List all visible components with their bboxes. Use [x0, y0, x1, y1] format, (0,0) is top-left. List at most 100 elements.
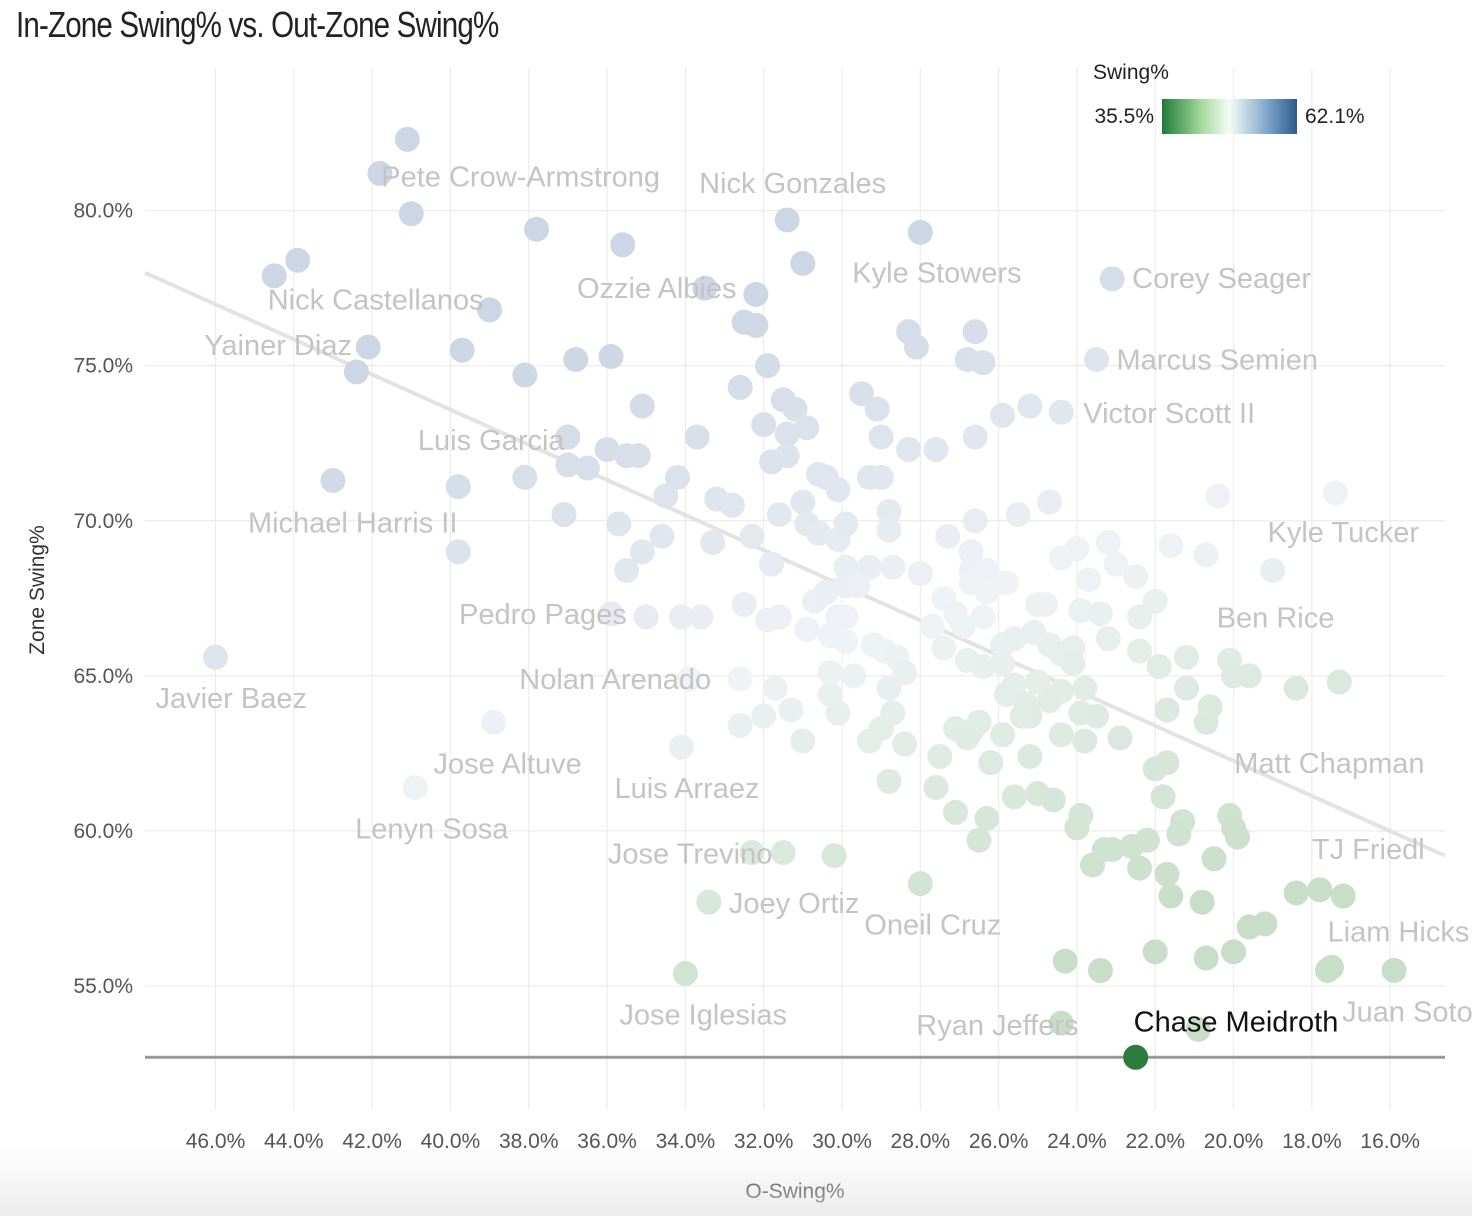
- data-point: [833, 629, 859, 655]
- data-point: [394, 126, 420, 152]
- y-tick-label: 60.0%: [73, 820, 133, 843]
- data-point: [1260, 557, 1286, 583]
- data-point: [1052, 948, 1078, 974]
- point-label: Michael Harris II: [248, 507, 458, 539]
- data-point: [923, 436, 949, 462]
- legend-max-label: 62.1%: [1305, 105, 1365, 128]
- data-point: [825, 477, 851, 503]
- data-point: [766, 502, 792, 528]
- data-point: [261, 263, 287, 289]
- data-point: [512, 464, 538, 490]
- data-point: [774, 443, 800, 469]
- x-tick-label: 16.0%: [1360, 1130, 1420, 1153]
- point-label: Ozzie Albies: [577, 273, 737, 305]
- data-point: [629, 393, 655, 419]
- data-point: [1150, 784, 1176, 810]
- data-point: [1001, 784, 1027, 810]
- data-point: [966, 827, 992, 853]
- point-label: Joey Ortiz: [729, 888, 860, 920]
- data-point: [551, 502, 577, 528]
- data-point: [1048, 399, 1074, 425]
- data-point: [598, 601, 624, 627]
- data-point: [896, 436, 922, 462]
- highlight-point: [1123, 1044, 1149, 1070]
- data-point: [633, 604, 659, 630]
- data-point: [672, 961, 698, 987]
- legend-min-label: 35.5%: [1094, 105, 1154, 128]
- point-label: Marcus Semien: [1117, 345, 1318, 377]
- data-point: [1064, 815, 1090, 841]
- data-point: [755, 353, 781, 379]
- data-point: [653, 483, 679, 509]
- data-point: [864, 396, 890, 422]
- point-label: Oneil Cruz: [864, 910, 1001, 942]
- data-point: [1099, 266, 1125, 292]
- x-axis-title: O-Swing%: [745, 1180, 844, 1203]
- data-point: [367, 160, 393, 186]
- y-tick-label: 55.0%: [73, 975, 133, 998]
- data-point: [743, 312, 769, 338]
- x-tick-label: 30.0%: [812, 1130, 872, 1153]
- data-point: [1158, 883, 1184, 909]
- data-point: [555, 424, 581, 450]
- data-point: [445, 539, 471, 565]
- data-point: [1087, 601, 1113, 627]
- data-point: [962, 424, 988, 450]
- x-tick-label: 40.0%: [421, 1130, 481, 1153]
- data-point: [1072, 675, 1098, 701]
- point-label: Nolan Arenado: [519, 664, 711, 696]
- data-point: [876, 675, 902, 701]
- point-label: Nick Castellanos: [268, 284, 484, 316]
- x-tick-label: 38.0%: [499, 1130, 559, 1153]
- data-point: [445, 474, 471, 500]
- data-point: [876, 517, 902, 543]
- data-point: [398, 201, 424, 227]
- x-tick-label: 22.0%: [1125, 1130, 1185, 1153]
- data-point: [849, 381, 875, 407]
- data-point: [668, 734, 694, 760]
- data-point: [892, 731, 918, 757]
- data-point: [1236, 663, 1262, 689]
- data-point: [993, 681, 1019, 707]
- data-point: [320, 467, 346, 493]
- data-point: [1025, 669, 1051, 695]
- x-tick-label: 20.0%: [1204, 1130, 1264, 1153]
- data-point: [1048, 678, 1074, 704]
- data-point: [856, 554, 882, 580]
- point-label: Nick Gonzales: [699, 168, 886, 200]
- data-point: [524, 216, 550, 242]
- data-point: [774, 207, 800, 233]
- data-point: [974, 579, 1000, 605]
- data-point: [1158, 533, 1184, 559]
- data-point: [833, 554, 859, 580]
- data-point: [880, 554, 906, 580]
- data-point: [668, 604, 694, 630]
- data-point: [614, 557, 640, 583]
- data-point: [794, 616, 820, 642]
- data-point: [919, 613, 945, 639]
- y-tick-label: 70.0%: [73, 510, 133, 533]
- data-point: [1174, 644, 1200, 670]
- data-point: [1283, 675, 1309, 701]
- x-tick-label: 36.0%: [577, 1130, 637, 1153]
- data-point: [594, 436, 620, 462]
- chart-title: In-Zone Swing% vs. Out-Zone Swing%: [16, 4, 499, 45]
- point-label: Corey Seager: [1132, 263, 1311, 295]
- data-point: [731, 592, 757, 618]
- data-point: [1076, 567, 1102, 593]
- data-point: [1060, 650, 1086, 676]
- data-point: [868, 464, 894, 490]
- data-point: [821, 843, 847, 869]
- point-label: Pete Crow-Armstrong: [381, 161, 660, 193]
- data-point: [794, 415, 820, 441]
- data-point: [927, 743, 953, 769]
- data-point: [876, 768, 902, 794]
- point-label: Pedro Pages: [459, 599, 627, 631]
- data-point: [1193, 945, 1219, 971]
- data-point: [1095, 529, 1121, 555]
- data-point: [1185, 1016, 1211, 1042]
- data-point: [1048, 1010, 1074, 1036]
- data-point: [1127, 855, 1153, 881]
- x-tick-label: 18.0%: [1282, 1130, 1342, 1153]
